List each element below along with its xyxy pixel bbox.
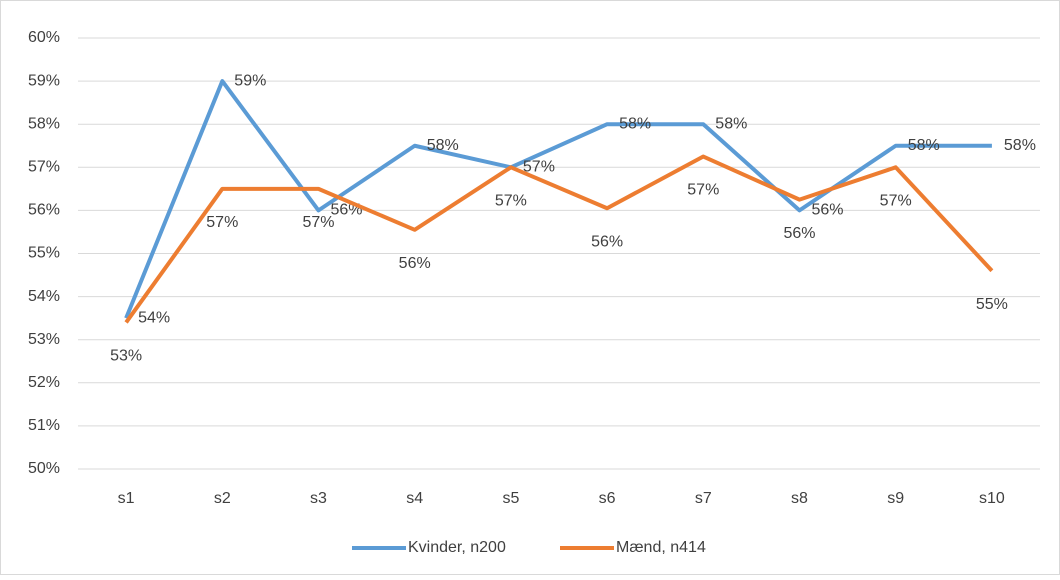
data-label: 58% (427, 137, 459, 154)
data-label: 53% (110, 348, 142, 365)
x-tick-label: s5 (502, 490, 519, 507)
y-tick-label: 60% (28, 29, 60, 46)
y-tick-label: 50% (28, 460, 60, 477)
series-line (124, 154, 994, 324)
data-label: 57% (523, 159, 555, 176)
data-label: 57% (206, 214, 238, 231)
data-label: 57% (687, 182, 719, 199)
x-tick-label: s7 (695, 490, 712, 507)
y-tick-label: 53% (28, 331, 60, 348)
x-tick-label: s9 (887, 490, 904, 507)
y-tick-label: 57% (28, 159, 60, 176)
y-tick-label: 56% (28, 202, 60, 219)
data-label: 58% (619, 115, 651, 132)
data-label: 56% (591, 233, 623, 250)
x-tick-label: s3 (310, 490, 327, 507)
x-tick-label: s6 (599, 490, 616, 507)
data-label: 57% (880, 193, 912, 210)
x-tick-label: s1 (118, 490, 135, 507)
data-label: 58% (1004, 137, 1036, 154)
y-tick-label: 51% (28, 417, 60, 434)
x-tick-label: s2 (214, 490, 231, 507)
data-label: 57% (302, 214, 334, 231)
data-label: 58% (908, 137, 940, 154)
y-tick-label: 54% (28, 288, 60, 305)
x-tick-label: s8 (791, 490, 808, 507)
series-line (124, 79, 992, 319)
data-label: 54% (138, 309, 170, 326)
y-tick-label: 58% (28, 115, 60, 132)
legend-label: Mænd, n414 (616, 539, 706, 556)
data-label: 56% (399, 255, 431, 272)
legend-label: Kvinder, n200 (408, 539, 506, 556)
x-tick-label: s10 (979, 490, 1005, 507)
y-tick-label: 52% (28, 374, 60, 391)
data-label: 58% (715, 115, 747, 132)
data-label: 59% (234, 72, 266, 89)
data-label: 57% (495, 193, 527, 210)
data-label: 56% (812, 202, 844, 219)
data-label: 56% (783, 225, 815, 242)
y-tick-label: 55% (28, 245, 60, 262)
data-label: 55% (976, 296, 1008, 313)
x-tick-label: s4 (406, 490, 423, 507)
y-tick-label: 59% (28, 72, 60, 89)
